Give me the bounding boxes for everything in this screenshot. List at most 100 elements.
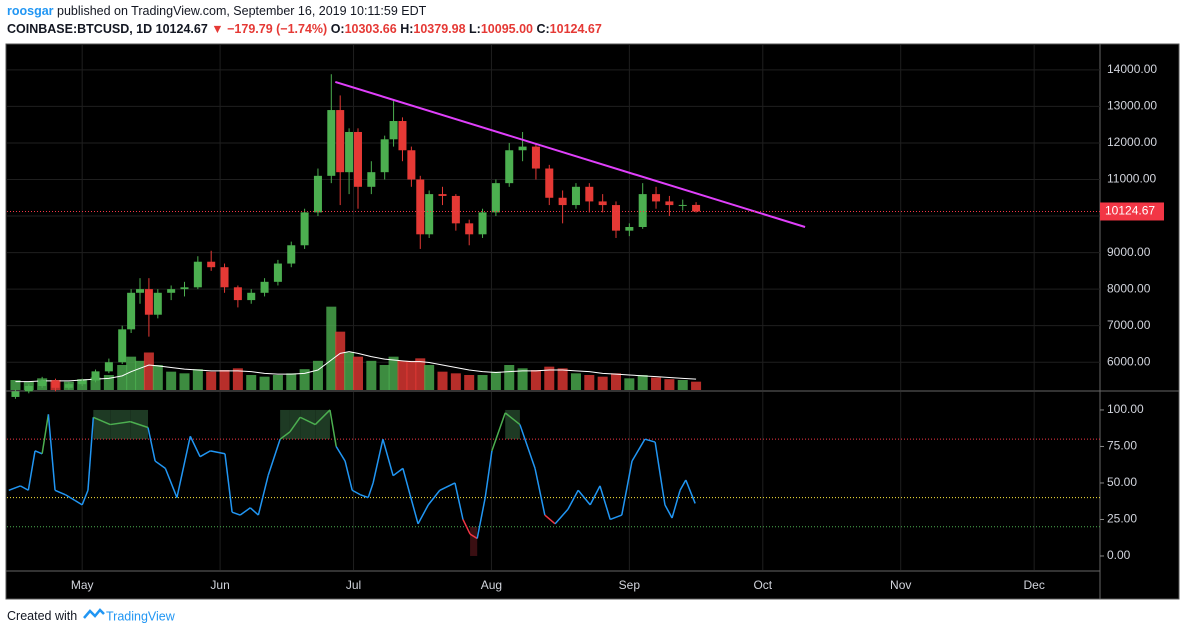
oscillator-segment [454,482,464,520]
candle-body [545,168,554,198]
candle-body [451,195,460,224]
candle-body [465,223,474,235]
published: published on TradingView.com, September … [57,4,427,18]
candle-body [118,329,127,363]
volume-bar [117,365,128,390]
volume-bar [637,375,648,390]
oscillator-segment [544,514,556,525]
oscillator-segment [685,479,696,504]
last-price-box [1100,202,1164,221]
x-tick-label: Oct [753,578,772,592]
candle-body [207,261,216,268]
candle-body [652,194,661,202]
symbol: COINBASE:BTCUSD, 1D [7,22,152,36]
candle-body [78,380,87,385]
volume-bar [272,375,283,390]
volume-bar [259,376,270,390]
volume-bar [352,356,363,390]
oscillator-segment [19,485,29,491]
oscillator-segment [329,409,337,447]
volume-bar [219,370,230,390]
y-tick-label: 100.00 [1107,402,1144,416]
oscillator-segment [491,412,506,452]
volume-bar [335,331,346,390]
oscillator-segment [534,468,546,516]
last-price-label: 10124.67 [1105,204,1155,218]
volume-bar [677,380,688,390]
ohlc-label: L: [469,22,481,36]
candle-body [336,110,345,173]
volume-bar [406,360,417,390]
overbought-zone [93,409,111,440]
candle-body [300,212,309,246]
candle-body [247,292,256,301]
candle-body [345,131,354,173]
candle-body [398,121,407,151]
footer: Created with [7,609,77,623]
candle-body [571,186,580,206]
candle-body [665,201,674,206]
candle-body [678,204,687,206]
oscillator-segment [154,460,166,469]
y-tick-label: 0.00 [1107,548,1131,562]
candle-body [389,121,398,140]
oscillator-segment [64,494,76,502]
oscillator-segment [589,485,601,506]
overbought-zone [300,409,316,440]
oscillator-segment [427,489,441,506]
volume-bar [312,360,323,390]
ohlc-value: 10303.66 [345,22,397,36]
oscillator-segment [231,511,241,516]
volume-bar [424,365,435,390]
oscillator-segment [27,450,36,491]
volume-bar [192,369,203,390]
oscillator-segment [476,497,486,539]
candle-body [491,183,500,213]
candle-body [260,281,269,293]
ohlc-label: C: [536,22,549,36]
oscillator-segment [664,504,673,519]
candle-body [167,289,176,293]
oscillator-segment [609,514,623,521]
x-tick-label: May [71,578,94,592]
candle-body [692,204,701,212]
brand: TradingView [106,609,176,623]
y-tick-label: 8000.00 [1107,281,1151,295]
oscillator-segment [599,485,611,520]
overbought-zone [280,409,290,440]
trendline [335,80,806,228]
volume-bar [415,358,426,390]
x-tick-label: Sep [619,578,641,592]
volume-bar [557,368,568,390]
arrow: ▼ [211,22,223,36]
candle-body [367,172,376,187]
x-tick-label: Aug [481,578,502,592]
oscillator-segment [74,499,83,506]
candle-body [353,131,362,187]
ohlc-value: 10124.67 [550,22,602,36]
volume-bar [664,379,675,390]
oscillator-segment [644,438,656,443]
oscillator-segment [335,446,346,462]
oscillator-segment [367,482,374,498]
oscillator-segment [462,519,471,535]
created-with: Created with [7,609,77,623]
oscillator-segment [279,431,291,440]
overbought-zone [505,409,520,440]
oversold-zone [470,526,478,556]
candle-body [518,146,527,151]
volume-bar [366,360,377,390]
oscillator-segment [147,427,156,462]
candle-body [478,212,487,235]
oscillator-segment [224,453,233,513]
overbought-zone [315,409,330,440]
oscillator-segment [631,438,646,462]
last: 10124.67 [156,22,208,36]
volume-bar [299,369,310,390]
oscillator-segment [267,438,281,476]
volume-bar [544,366,555,390]
y-tick-label: 11000.00 [1107,172,1156,186]
candle-body [638,194,647,228]
ohlc-label: O: [331,22,345,36]
candle-body [64,384,73,388]
